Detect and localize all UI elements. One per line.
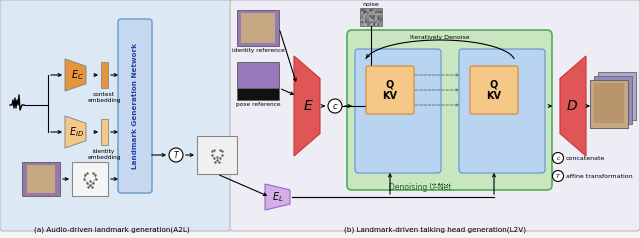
Text: pose reference: pose reference: [236, 102, 280, 107]
FancyBboxPatch shape: [0, 0, 231, 231]
FancyBboxPatch shape: [72, 162, 108, 196]
FancyBboxPatch shape: [594, 76, 632, 124]
FancyBboxPatch shape: [237, 88, 279, 100]
Circle shape: [552, 153, 563, 164]
FancyBboxPatch shape: [197, 136, 237, 174]
FancyBboxPatch shape: [347, 30, 552, 190]
Polygon shape: [265, 184, 290, 210]
Text: $\mathit{E}$: $\mathit{E}$: [303, 99, 314, 113]
Polygon shape: [65, 59, 86, 91]
Text: Q
KV: Q KV: [486, 79, 502, 101]
FancyBboxPatch shape: [459, 49, 545, 173]
Circle shape: [169, 148, 183, 162]
Text: identity reference: identity reference: [232, 48, 284, 53]
FancyBboxPatch shape: [101, 62, 108, 88]
Text: context
embedding: context embedding: [87, 92, 121, 103]
Text: $\mathit{E_L}$: $\mathit{E_L}$: [272, 190, 284, 204]
Polygon shape: [560, 56, 586, 156]
Text: T: T: [556, 174, 560, 179]
Text: (b) Landmark-driven talking head generation(L2V): (b) Landmark-driven talking head generat…: [344, 227, 526, 233]
FancyBboxPatch shape: [598, 72, 636, 120]
Text: $\mathit{D}$: $\mathit{D}$: [566, 99, 578, 113]
Text: T: T: [173, 151, 179, 160]
FancyBboxPatch shape: [594, 83, 624, 123]
Text: (a) Audio-driven landmark generation(A2L): (a) Audio-driven landmark generation(A2L…: [34, 227, 190, 233]
FancyBboxPatch shape: [27, 165, 55, 193]
Text: affine transformation: affine transformation: [566, 174, 632, 178]
Text: Q
KV: Q KV: [383, 79, 397, 101]
FancyBboxPatch shape: [230, 0, 640, 231]
Text: concatenate: concatenate: [566, 155, 605, 160]
FancyBboxPatch shape: [237, 10, 279, 46]
Text: c: c: [333, 102, 337, 111]
Text: c: c: [556, 156, 560, 161]
Polygon shape: [65, 116, 86, 148]
FancyBboxPatch shape: [237, 62, 279, 88]
Text: ......: ......: [431, 177, 449, 187]
FancyBboxPatch shape: [101, 119, 108, 145]
Text: identity
embedding: identity embedding: [87, 149, 121, 160]
Text: noise: noise: [363, 2, 380, 7]
Text: Iteratively Denoise: Iteratively Denoise: [410, 35, 470, 40]
Circle shape: [552, 170, 563, 182]
Text: Landmark Generation Network: Landmark Generation Network: [132, 43, 138, 169]
FancyBboxPatch shape: [366, 66, 414, 114]
FancyBboxPatch shape: [590, 80, 628, 128]
Circle shape: [328, 99, 342, 113]
Polygon shape: [294, 56, 320, 156]
FancyBboxPatch shape: [355, 49, 441, 173]
FancyBboxPatch shape: [360, 8, 382, 26]
FancyBboxPatch shape: [241, 13, 275, 43]
FancyBboxPatch shape: [118, 19, 152, 193]
Text: $\mathit{E_{ID}}$: $\mathit{E_{ID}}$: [70, 125, 84, 139]
Text: $\mathit{E_C}$: $\mathit{E_C}$: [70, 68, 83, 82]
Text: Denoising U-Net: Denoising U-Net: [389, 183, 451, 192]
FancyBboxPatch shape: [470, 66, 518, 114]
FancyBboxPatch shape: [22, 162, 60, 196]
